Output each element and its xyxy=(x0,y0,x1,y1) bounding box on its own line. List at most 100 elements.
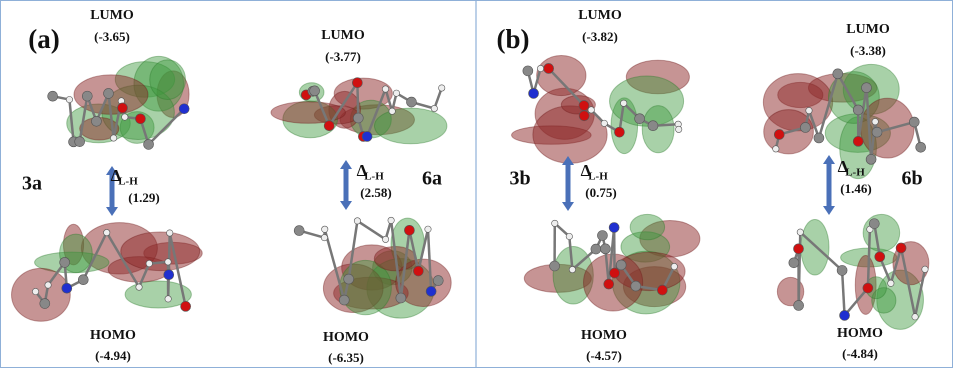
lumo-label: LUMO xyxy=(578,8,622,23)
atom xyxy=(552,220,558,226)
orbital-lobe xyxy=(150,60,186,100)
atom xyxy=(833,69,843,79)
atom xyxy=(794,300,804,310)
atom xyxy=(310,86,320,96)
atom xyxy=(32,288,38,294)
atom xyxy=(117,103,127,113)
atom xyxy=(78,275,88,285)
atom xyxy=(324,121,334,131)
atom xyxy=(136,284,142,290)
homo-label: HOMO xyxy=(90,328,136,343)
atom xyxy=(912,314,918,320)
atom xyxy=(167,230,173,236)
gap-value: (1.29) xyxy=(128,190,159,205)
atom xyxy=(806,107,812,113)
atom xyxy=(863,283,873,293)
atom xyxy=(601,120,607,126)
panel-label: (b) xyxy=(497,24,530,54)
atom xyxy=(322,226,328,232)
atom xyxy=(393,90,399,96)
atom xyxy=(135,114,145,124)
atom xyxy=(60,257,70,267)
compound-name: 6a xyxy=(422,168,442,190)
homo-label: HOMO xyxy=(837,326,883,341)
lumo-energy: (-3.77) xyxy=(325,49,361,64)
atom xyxy=(382,86,388,92)
atom xyxy=(523,66,533,76)
atom xyxy=(382,236,388,242)
gap-subscript: L-H xyxy=(118,176,138,188)
orbital-lobe xyxy=(12,268,71,321)
gap-subscript: L-H xyxy=(588,171,608,183)
atom xyxy=(389,108,395,114)
atom xyxy=(872,127,882,137)
atom xyxy=(353,113,363,123)
homo-label: HOMO xyxy=(581,328,627,343)
atom xyxy=(620,100,626,106)
gap-value: (1.46) xyxy=(840,181,871,196)
atom xyxy=(45,282,51,288)
atom xyxy=(294,226,304,236)
atom xyxy=(165,259,171,265)
atom xyxy=(110,135,116,141)
atom xyxy=(544,63,554,73)
atom xyxy=(774,129,784,139)
atom xyxy=(861,83,871,93)
atom xyxy=(875,252,885,262)
atom xyxy=(181,301,191,311)
atom xyxy=(433,276,443,286)
gap-subscript: L-H xyxy=(845,167,865,179)
atom xyxy=(425,226,431,232)
compound-name: 3b xyxy=(509,168,530,190)
atom xyxy=(40,299,50,309)
atom xyxy=(676,126,682,132)
atom xyxy=(853,136,863,146)
atom xyxy=(352,78,362,88)
bond xyxy=(169,233,170,275)
atom xyxy=(48,91,58,101)
bond xyxy=(799,232,801,305)
lumo-energy: (-3.82) xyxy=(582,29,618,44)
atom xyxy=(591,244,601,254)
homo-label: HOMO xyxy=(323,330,369,345)
atom xyxy=(91,116,101,126)
atom xyxy=(104,229,110,235)
compound-name: 3a xyxy=(22,173,42,195)
atom xyxy=(609,223,619,233)
atom xyxy=(588,107,594,113)
atom xyxy=(164,270,174,280)
atom xyxy=(146,260,152,266)
atom xyxy=(75,137,85,147)
atom xyxy=(916,142,926,152)
atom xyxy=(579,101,589,111)
atom xyxy=(413,266,423,276)
atom xyxy=(657,285,667,295)
atom xyxy=(550,261,560,271)
atom xyxy=(104,88,114,98)
figure: (a)LUMO(-3.65)HOMO(-4.94)3aΔL-H(1.29)LUM… xyxy=(0,0,953,368)
atom xyxy=(597,230,607,240)
atom xyxy=(439,85,445,91)
atom xyxy=(909,117,919,127)
atom xyxy=(888,280,894,286)
gap-subscript: L-H xyxy=(364,171,384,183)
atom xyxy=(800,122,810,132)
atom xyxy=(339,295,349,305)
panel-label: (a) xyxy=(28,24,59,54)
atom xyxy=(853,105,863,115)
atom xyxy=(165,296,171,302)
atom xyxy=(797,229,803,235)
arrow-shaft xyxy=(344,168,349,202)
atom xyxy=(62,283,72,293)
atom xyxy=(144,139,154,149)
orbital-lobe xyxy=(374,108,446,144)
homo-energy: (-6.35) xyxy=(328,350,364,365)
atom xyxy=(872,118,878,124)
atom xyxy=(431,105,437,111)
compound-name: 6b xyxy=(901,168,922,190)
atom xyxy=(794,244,804,254)
homo-energy: (-4.84) xyxy=(842,346,878,361)
atom xyxy=(66,96,72,102)
atom xyxy=(537,65,543,71)
lumo-label: LUMO xyxy=(846,22,890,37)
